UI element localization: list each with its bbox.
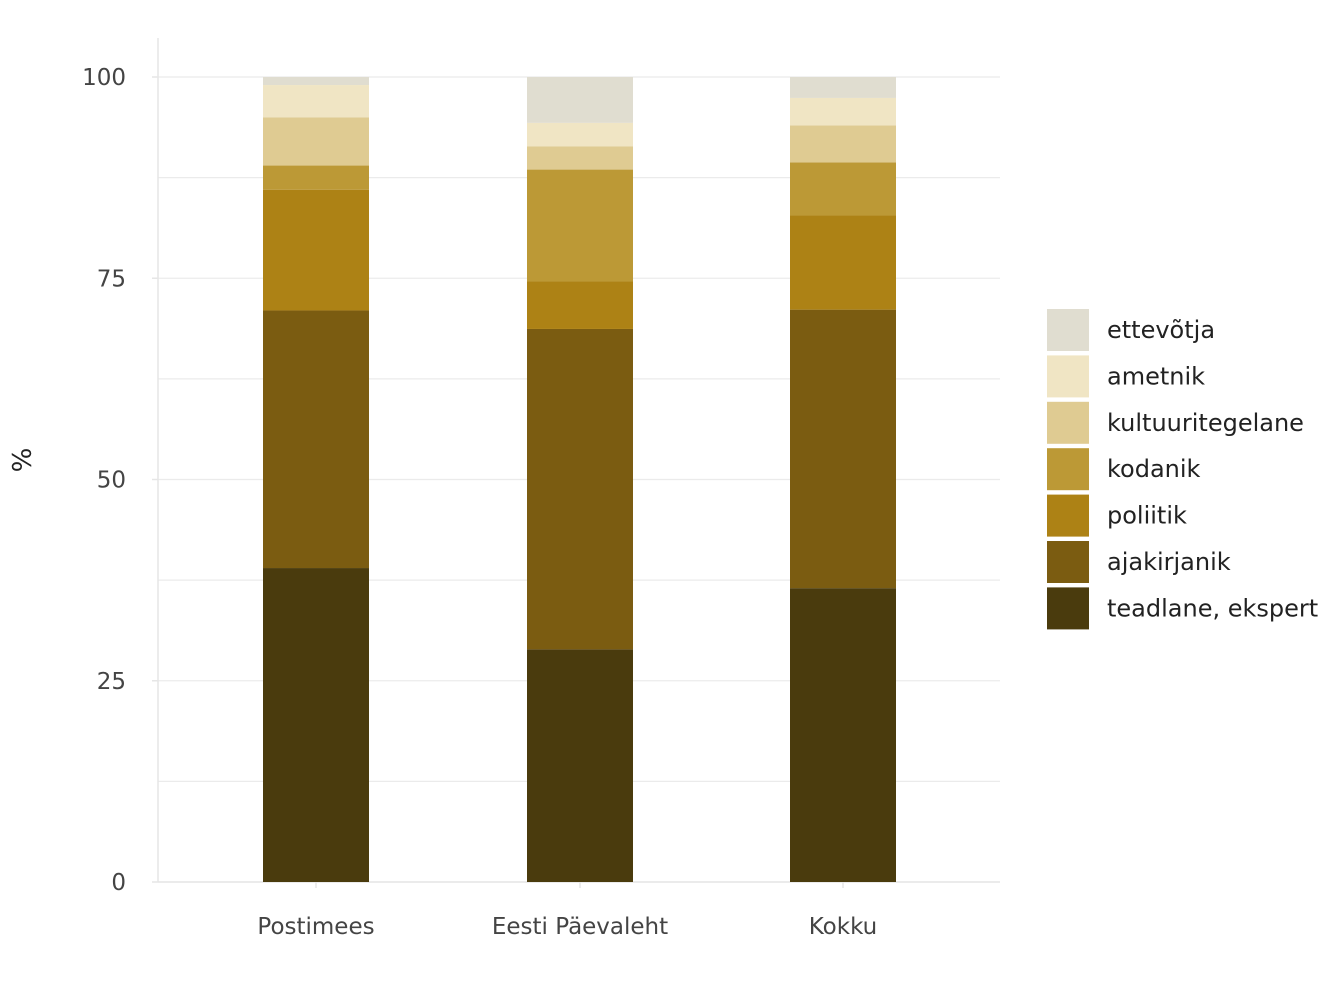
bar-segment <box>790 77 896 98</box>
y-tick-label: 100 <box>82 65 126 91</box>
bar-segment <box>527 169 633 282</box>
bar-segment <box>527 649 633 882</box>
legend-key <box>1047 541 1089 583</box>
legend-label: kultuuritegelane <box>1107 409 1304 437</box>
bar-segment <box>263 85 369 118</box>
bars <box>263 77 896 882</box>
bar-segment <box>790 588 896 882</box>
x-axis-ticks: Postimees Eesti Päevaleht Kokku <box>257 882 877 940</box>
y-axis-ticks: 0 25 50 75 100 <box>82 65 158 896</box>
legend-label: poliitik <box>1107 502 1187 530</box>
legend-label: kodanik <box>1107 455 1201 483</box>
bar-segment <box>790 215 896 310</box>
y-tick-label: 50 <box>97 468 126 494</box>
bar-segment <box>263 189 369 311</box>
bar-segment <box>263 310 369 569</box>
bar-segment <box>790 125 896 163</box>
bar-segment <box>527 281 633 329</box>
legend-label: ettevõtja <box>1107 316 1215 344</box>
legend: ettevõtja ametnik kultuuritegelane kodanik p… <box>1047 309 1318 630</box>
bar-segment <box>527 328 633 650</box>
bar-segment <box>263 117 369 166</box>
bar-segment <box>527 77 633 123</box>
bar-segment <box>790 162 896 216</box>
legend-label: ajakirjanik <box>1107 548 1231 576</box>
bar-segment <box>790 97 896 126</box>
legend-key <box>1047 587 1089 630</box>
legend-label: ametnik <box>1107 362 1205 390</box>
x-tick-label: Postimees <box>257 914 374 940</box>
legend-key <box>1047 448 1089 491</box>
y-axis-title: % <box>5 448 35 473</box>
y-tick-label: 25 <box>97 669 126 695</box>
bar-segment <box>527 122 633 147</box>
y-tick-label: 75 <box>97 266 126 292</box>
y-tick-label: 0 <box>111 870 126 896</box>
legend-label: teadlane, ekspert <box>1107 594 1318 622</box>
bar-segment <box>263 77 369 86</box>
bar-segment <box>527 146 633 170</box>
x-tick-label: Kokku <box>809 914 878 940</box>
legend-key <box>1047 355 1089 398</box>
legend-key <box>1047 309 1089 351</box>
legend-key <box>1047 401 1089 444</box>
x-tick-label: Eesti Päevaleht <box>492 914 668 940</box>
legend-key <box>1047 494 1089 537</box>
bar-segment <box>263 165 369 190</box>
bar-segment <box>263 568 369 882</box>
bar-segment <box>790 309 896 589</box>
